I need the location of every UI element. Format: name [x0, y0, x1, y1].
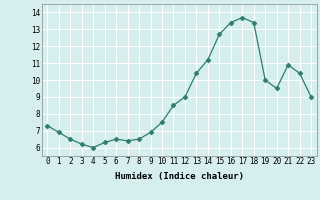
X-axis label: Humidex (Indice chaleur): Humidex (Indice chaleur): [115, 172, 244, 181]
